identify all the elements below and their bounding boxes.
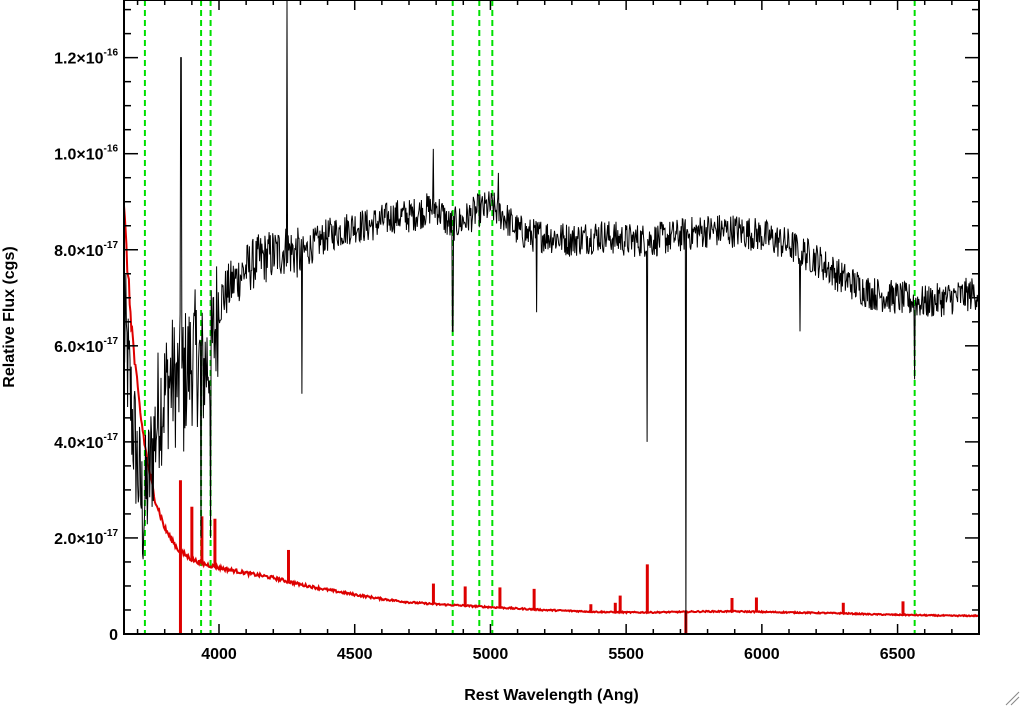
x-tick-label: 4000 xyxy=(201,646,237,663)
x-axis: 4000 4500 5000 5500 6000 6500 xyxy=(136,0,980,663)
x-tick-label: 5500 xyxy=(608,646,644,663)
x-tick-label: 6000 xyxy=(744,646,780,663)
noise-line xyxy=(123,205,980,618)
y-tick-label: 4.0×10-17 xyxy=(54,432,118,452)
emission-line-markers xyxy=(143,0,916,634)
resize-grip-icon[interactable] xyxy=(1005,691,1020,706)
plot-frame xyxy=(123,0,980,635)
x-tick-label: 4500 xyxy=(337,646,373,663)
x-tick-label: 6500 xyxy=(880,646,916,663)
y-tick-label: 2.0×10-17 xyxy=(54,528,118,548)
spectrum-series xyxy=(123,0,979,635)
y-axis-label: Relative Flux (cgs) xyxy=(1,246,18,387)
x-tick-label: 5000 xyxy=(473,646,509,663)
y-tick-label: 0 xyxy=(109,627,118,644)
y-tick-label: 1.2×10-16 xyxy=(54,48,118,68)
x-axis-label: Rest Wavelength (Ang) xyxy=(464,687,639,704)
spectrum-line xyxy=(123,0,979,635)
y-axis: 0 2.0×10-17 4.0×10-17 6.0×10-17 8.0×10-17 1.0… xyxy=(54,8,979,644)
y-tick-label: 1.0×10-16 xyxy=(54,144,118,164)
y-tick-label: 6.0×10-17 xyxy=(54,336,118,356)
y-tick-label: 8.0×10-17 xyxy=(54,240,118,260)
